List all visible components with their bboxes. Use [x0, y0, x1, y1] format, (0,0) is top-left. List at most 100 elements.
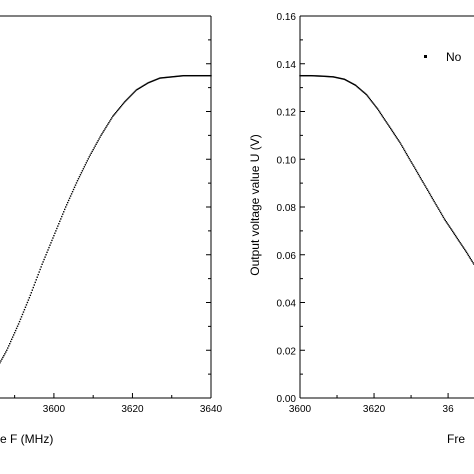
- right-data-point: [327, 75, 330, 78]
- right-data-point: [472, 262, 474, 264]
- right-data-point: [382, 116, 384, 119]
- right-data-point: [452, 232, 455, 234]
- left-data-point: [34, 281, 36, 284]
- left-data-point: [121, 103, 124, 106]
- left-data-point: [164, 76, 166, 79]
- right-data-point: [378, 111, 381, 113]
- left-data-point: [18, 320, 21, 323]
- right-data-point: [443, 218, 446, 220]
- left-data-point: [80, 172, 83, 174]
- left-data-point: [107, 123, 109, 125]
- right-data-point: [346, 80, 348, 82]
- left-data-point: [19, 318, 22, 320]
- right-data-point: [341, 78, 344, 80]
- left-data-point: [87, 158, 89, 160]
- left-data-point: [35, 279, 37, 281]
- left-data-point: [147, 82, 149, 84]
- right-data-point: [354, 84, 357, 86]
- right-data-point: [461, 244, 463, 247]
- right-data-point: [388, 125, 390, 127]
- right-data-point: [401, 145, 403, 147]
- right-data-point: [463, 247, 465, 249]
- right-data-point: [436, 205, 438, 207]
- left-data-point: [48, 246, 50, 249]
- right-data-point: [314, 75, 316, 77]
- left-data-point: [96, 141, 98, 144]
- right-data-point: [457, 239, 459, 241]
- left-data-point: [49, 244, 51, 246]
- right-data-point: [415, 170, 418, 172]
- left-data-point: [73, 186, 76, 189]
- left-data-point: [181, 75, 184, 77]
- right-data-point: [422, 181, 424, 184]
- left-data-point: [210, 74, 212, 77]
- right-data-point: [417, 173, 420, 176]
- left-data-point: [139, 86, 142, 89]
- left-data-point: [203, 74, 205, 77]
- right-data-point: [355, 85, 358, 87]
- right-data-point: [464, 248, 466, 251]
- left-data-point: [174, 75, 177, 78]
- right-data-point: [428, 192, 431, 195]
- left-data-point: [108, 121, 110, 124]
- left-data-point: [17, 323, 20, 325]
- left-data-point: [36, 276, 38, 278]
- left-data-point: [168, 76, 170, 78]
- left-data-point: [113, 114, 115, 116]
- left-data-point: [172, 76, 174, 78]
- left-data-point: [115, 111, 117, 114]
- left-data-point: [91, 150, 93, 153]
- right-data-point: [372, 102, 374, 104]
- left-data-point: [185, 74, 188, 77]
- left-data-point: [29, 294, 32, 297]
- left-data-point: [37, 273, 39, 276]
- left-data-point: [131, 93, 134, 95]
- left-data-point: [51, 239, 53, 242]
- right-data-point: [466, 253, 469, 255]
- left-data-point: [81, 170, 84, 172]
- right-data-point: [375, 106, 377, 108]
- left-data-point: [106, 125, 108, 127]
- left-data-point: [93, 147, 95, 149]
- right-data-point: [335, 76, 337, 79]
- left-x-tick-label: 3620: [121, 404, 144, 415]
- right-data-point: [435, 203, 437, 206]
- left-data-point: [52, 237, 54, 239]
- right-data-point: [345, 79, 347, 81]
- left-data-point: [9, 342, 11, 345]
- right-y-tick-label: 0.04: [277, 299, 297, 310]
- right-data-point: [402, 146, 404, 149]
- right-x-tick-label: 3600: [289, 404, 312, 415]
- left-data-point: [155, 78, 157, 81]
- right-data-point: [301, 74, 303, 77]
- left-data-point: [187, 74, 190, 77]
- left-data-point: [99, 136, 101, 138]
- right-data-point: [469, 257, 471, 260]
- left-data-point: [16, 325, 19, 327]
- right-data-point: [398, 140, 400, 142]
- right-data-point: [419, 176, 422, 179]
- left-data-point: [0, 362, 1, 364]
- right-data-point: [468, 256, 471, 258]
- left-data-point: [13, 332, 16, 334]
- left-data-point: [59, 220, 61, 223]
- left-data-point: [126, 98, 129, 100]
- left-data-point: [6, 349, 8, 351]
- right-data-point: [430, 195, 433, 198]
- chart-left: 3600 3620 3640 e F (MHz): [0, 15, 223, 446]
- left-data-point: [206, 74, 208, 77]
- left-data-point: [191, 74, 194, 77]
- right-data-point: [448, 225, 450, 227]
- right-data-point: [455, 236, 458, 238]
- right-data-point: [377, 108, 379, 110]
- left-data-point: [188, 74, 191, 77]
- right-data-point: [343, 78, 346, 80]
- right-data-point: [397, 139, 399, 141]
- right-data-point: [352, 83, 355, 85]
- right-data-point: [399, 141, 401, 144]
- left-data-point: [50, 242, 52, 244]
- left-data-point: [167, 76, 169, 78]
- left-data-point: [43, 258, 45, 261]
- left-data-point: [14, 329, 17, 332]
- right-data-point: [414, 168, 417, 171]
